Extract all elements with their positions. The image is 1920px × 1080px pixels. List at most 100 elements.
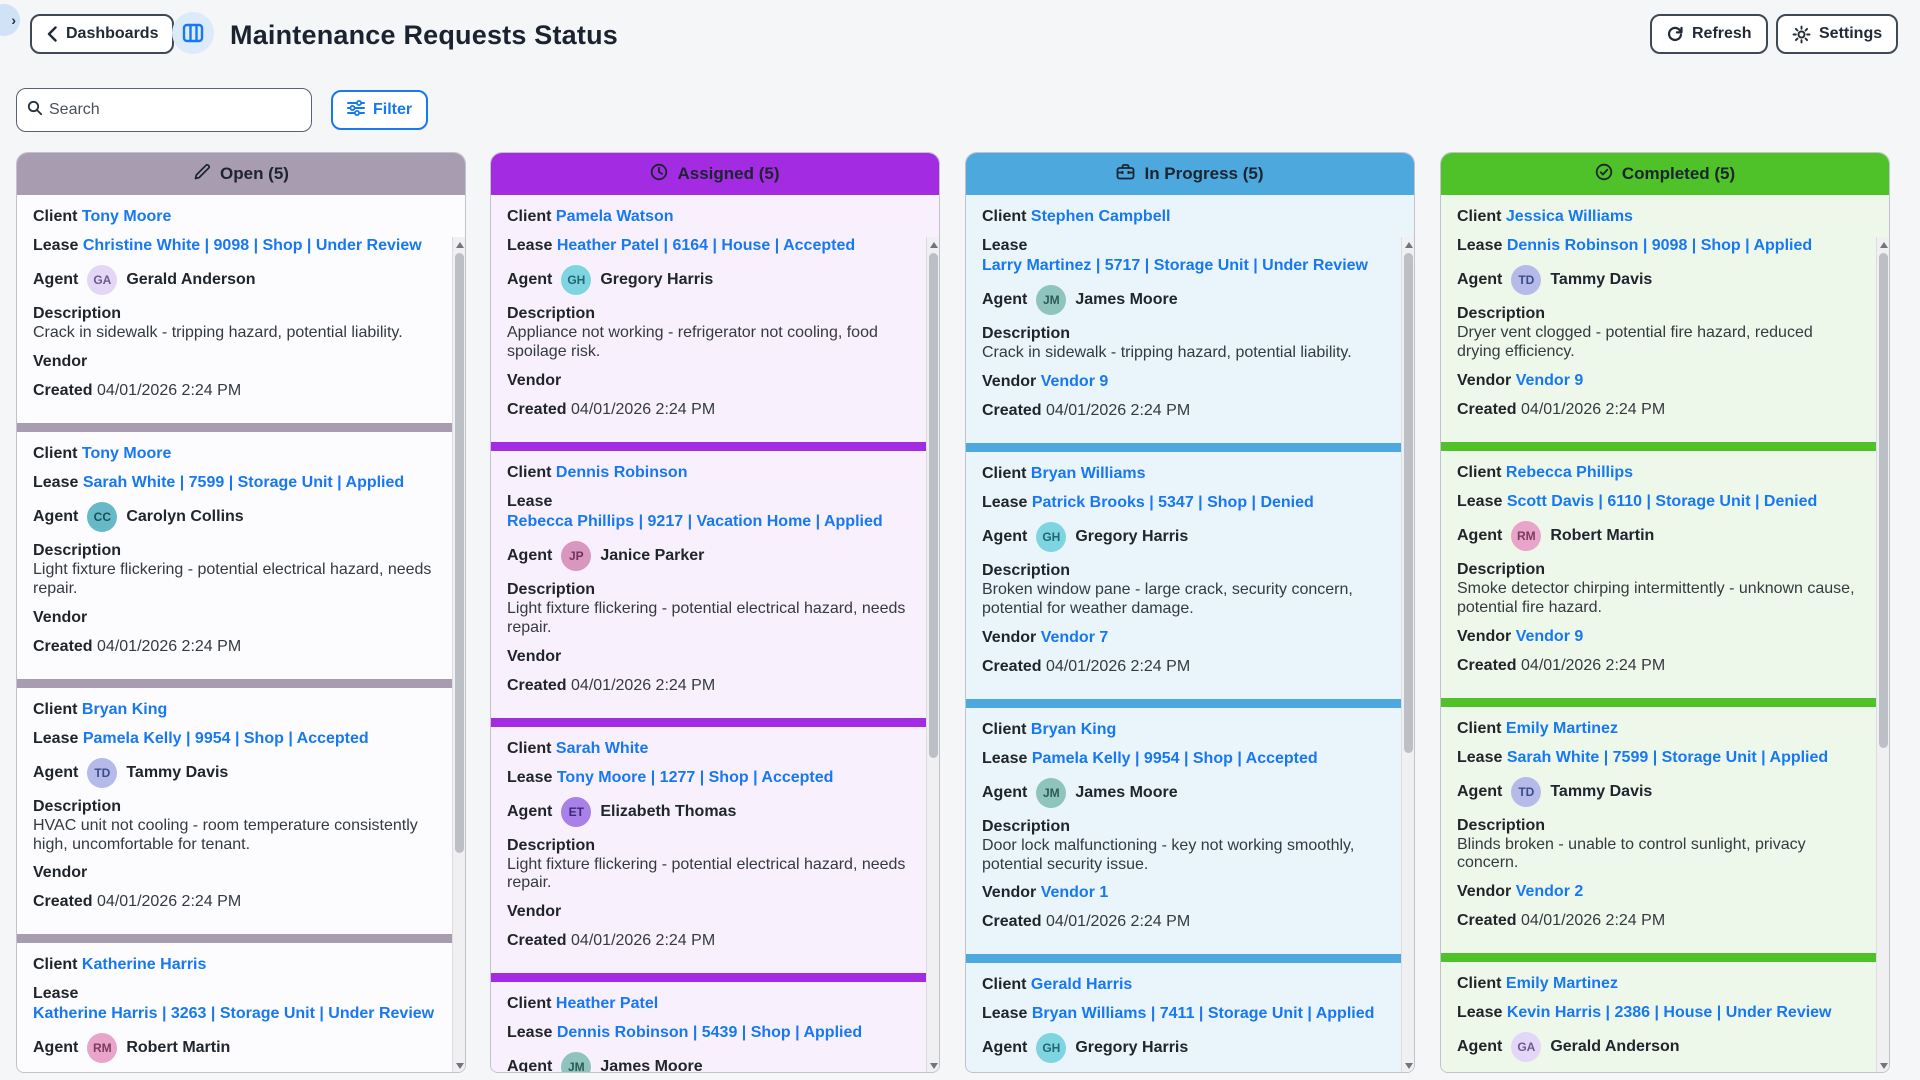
client-link[interactable]: Rebecca Phillips xyxy=(1505,463,1634,481)
column-scrollbar[interactable] xyxy=(926,237,939,1072)
client-link[interactable]: Gerald Harris xyxy=(1030,976,1133,994)
created-row: Created 04/01/2026 2:24 PM xyxy=(982,657,1384,677)
lease-link[interactable]: Sarah White | 7599 | Storage Unit | Appl… xyxy=(82,473,405,491)
client-link[interactable]: Emily Martinez xyxy=(1505,719,1618,737)
lease-link[interactable]: Larry Martinez | 5717 | Storage Unit | U… xyxy=(982,257,1368,274)
client-link[interactable]: Tony Moore xyxy=(81,208,172,225)
clock-icon xyxy=(650,163,668,186)
client-link[interactable]: Katherine Harris xyxy=(81,956,207,974)
created-label: Created xyxy=(1457,400,1517,418)
lease-link[interactable]: Sarah White | 7599 | Storage Unit | Appl… xyxy=(1506,748,1829,766)
check-circle-icon xyxy=(1595,163,1613,186)
client-label: Client xyxy=(1457,719,1502,737)
scrollbar-thumb[interactable] xyxy=(454,253,464,853)
lease-link[interactable]: Bryan Williams | 7411 | Storage Unit | A… xyxy=(1031,1005,1375,1023)
vendor-link[interactable]: Vendor 9 xyxy=(1515,627,1584,645)
request-card: Client Pamela Watson Lease Heather Patel … xyxy=(491,195,939,442)
client-link[interactable]: Tony Moore xyxy=(81,444,172,462)
client-link[interactable]: Bryan King xyxy=(1030,720,1117,738)
lease-link[interactable]: Scott Davis | 6110 | Storage Unit | Deni… xyxy=(1506,492,1818,510)
scroll-down-arrow[interactable] xyxy=(455,1063,464,1069)
lease-label: Lease xyxy=(33,237,79,254)
created-label: Created xyxy=(982,657,1042,675)
scrollbar-thumb[interactable] xyxy=(1403,253,1413,753)
vendor-link[interactable]: Vendor 9 xyxy=(1040,372,1109,390)
scrollbar-thumb[interactable] xyxy=(928,253,938,758)
created-row: Created 04/01/2026 2:24 PM xyxy=(1457,911,1859,931)
search-input[interactable] xyxy=(49,101,301,119)
card-divider xyxy=(1441,953,1889,963)
client-link[interactable]: Emily Martinez xyxy=(1505,975,1618,993)
lease-link[interactable]: Rebecca Phillips | 9217 | Vacation Home … xyxy=(507,512,883,530)
agent-name: Gregory Harris xyxy=(600,271,714,288)
lease-label: Lease xyxy=(33,985,79,1003)
agent-row: Agent JM James Moore xyxy=(982,777,1384,808)
vendor-label: Vendor xyxy=(33,608,88,626)
scroll-down-arrow[interactable] xyxy=(929,1063,938,1069)
lease-label: Lease xyxy=(507,237,553,254)
client-link[interactable]: Stephen Campbell xyxy=(1030,208,1171,225)
vendor-link[interactable]: Vendor 9 xyxy=(1515,371,1584,389)
agent-avatar: CC xyxy=(87,501,118,532)
lease-link[interactable]: Christine White | 9098 | Shop | Under Re… xyxy=(82,237,422,254)
sidebar-expand-button[interactable]: › xyxy=(0,4,20,36)
scroll-up-arrow[interactable] xyxy=(929,242,938,248)
request-card: Client Tony Moore Lease Sarah White | 759… xyxy=(17,432,465,679)
scroll-down-arrow[interactable] xyxy=(1404,1063,1413,1069)
client-link[interactable]: Dennis Robinson xyxy=(555,463,688,481)
scrollbar-thumb[interactable] xyxy=(1878,253,1888,748)
agent-name: Tammy Davis xyxy=(1550,271,1653,288)
vendor-link[interactable]: Vendor 1 xyxy=(1040,884,1109,902)
agent-name: Elizabeth Thomas xyxy=(600,802,737,820)
settings-button[interactable]: Settings xyxy=(1776,14,1899,54)
description-row: DescriptionLeak under kitchen sink - wat… xyxy=(33,1072,435,1073)
agent-name: Robert Martin xyxy=(126,1039,231,1057)
lease-link[interactable]: Patrick Brooks | 5347 | Shop | Denied xyxy=(1031,493,1314,511)
vendor-label: Vendor xyxy=(507,647,562,665)
created-value: 04/01/2026 2:24 PM xyxy=(1046,401,1191,419)
client-link[interactable]: Heather Patel xyxy=(555,995,659,1013)
scroll-up-arrow[interactable] xyxy=(455,242,464,248)
agent-row: Agent CC Carolyn Collins xyxy=(33,501,435,532)
client-link[interactable]: Sarah White xyxy=(555,739,649,757)
lease-link[interactable]: Katherine Harris | 3263 | Storage Unit |… xyxy=(33,1005,435,1023)
description-text: Door lock malfunctioning - key not worki… xyxy=(982,836,1355,873)
description-row: Description Blinds broken - unable to con… xyxy=(1457,816,1859,874)
scroll-up-arrow[interactable] xyxy=(1879,242,1888,248)
vendor-link[interactable]: Vendor 7 xyxy=(1040,628,1109,646)
back-to-dashboards-button[interactable]: Dashboards xyxy=(30,14,175,54)
lease-link[interactable]: Dennis Robinson | 9098 | Shop | Applied xyxy=(1506,237,1813,254)
agent-label: Agent xyxy=(507,802,553,820)
settings-button-label: Settings xyxy=(1819,25,1883,42)
refresh-button[interactable]: Refresh xyxy=(1650,14,1768,54)
agent-label: Agent xyxy=(982,527,1028,545)
lease-link[interactable]: Pamela Kelly | 9954 | Shop | Accepted xyxy=(1031,749,1318,767)
client-link[interactable]: Bryan King xyxy=(81,700,168,718)
lease-link[interactable]: Pamela Kelly | 9954 | Shop | Accepted xyxy=(82,729,369,747)
lease-row: Lease Dennis Robinson | 9098 | Shop | Ap… xyxy=(1457,236,1859,256)
client-link[interactable]: Jessica Williams xyxy=(1505,208,1633,225)
client-link[interactable]: Pamela Watson xyxy=(555,208,674,225)
scroll-down-arrow[interactable] xyxy=(1879,1063,1888,1069)
filter-button[interactable]: Filter xyxy=(331,90,429,130)
vendor-row: Vendor xyxy=(33,352,435,372)
description-text: Appliance not working - refrigerator not… xyxy=(507,324,878,360)
column-scrollbar[interactable] xyxy=(452,237,465,1072)
created-row: Created 04/01/2026 2:24 PM xyxy=(33,892,435,912)
scroll-up-arrow[interactable] xyxy=(1404,242,1413,248)
lease-link[interactable]: Tony Moore | 1277 | Shop | Accepted xyxy=(556,768,834,786)
agent-row: Agent ET Elizabeth Thomas xyxy=(507,796,909,827)
lease-link[interactable]: Heather Patel | 6164 | House | Accepted xyxy=(556,237,856,254)
agent-label: Agent xyxy=(1457,782,1503,800)
page-title: Maintenance Requests Status xyxy=(230,20,619,50)
lease-link[interactable]: Dennis Robinson | 5439 | Shop | Applied xyxy=(556,1024,863,1042)
column-scrollbar[interactable] xyxy=(1401,237,1414,1072)
client-link[interactable]: Bryan Williams xyxy=(1030,464,1146,482)
lease-label: Lease xyxy=(982,749,1028,767)
agent-avatar: RM xyxy=(87,1033,118,1064)
vendor-link[interactable]: Vendor 2 xyxy=(1515,883,1584,901)
lease-link[interactable]: Kevin Harris | 2386 | House | Under Revi… xyxy=(1506,1004,1832,1022)
column-title: Completed (5) xyxy=(1621,164,1736,183)
column-scrollbar[interactable] xyxy=(1876,237,1889,1072)
lease-row: Lease Larry Martinez | 5717 | Storage Un… xyxy=(982,236,1384,276)
